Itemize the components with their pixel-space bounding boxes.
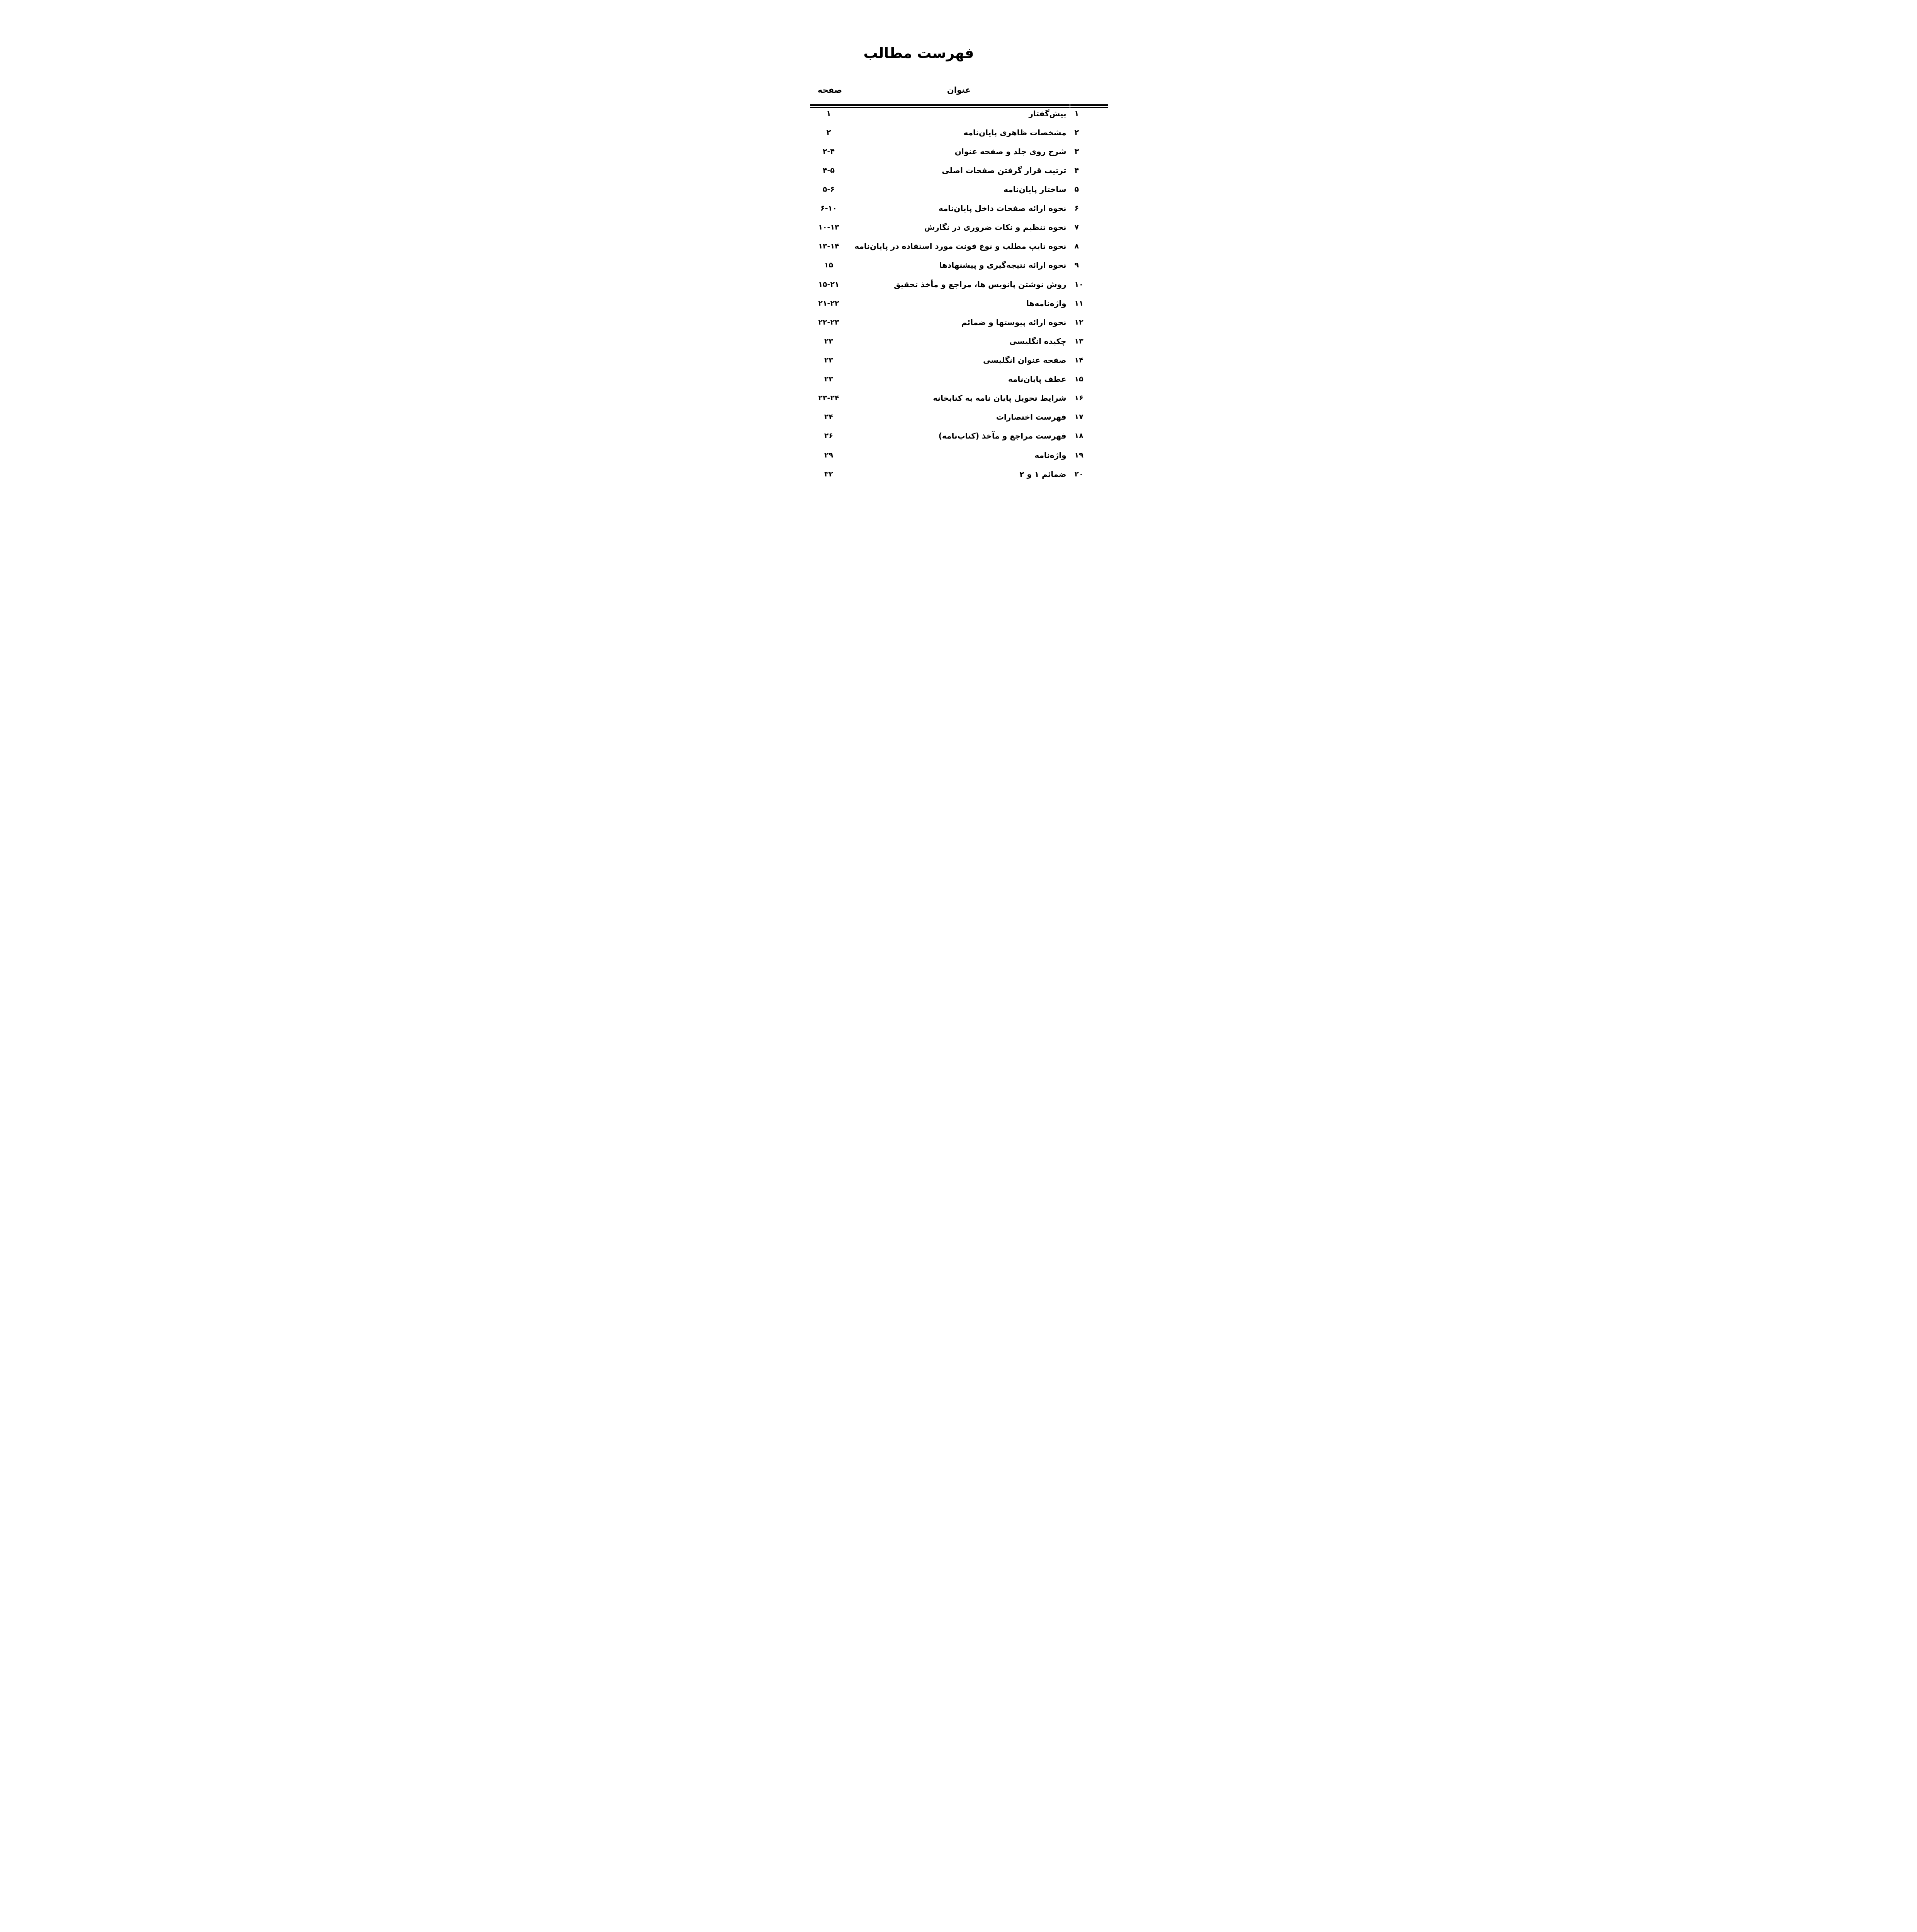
entry-number: ۱۰ <box>1074 280 1084 289</box>
toc-row: ۸ نحوه تایپ مطلب و نوع فونت مورد استفاده… <box>767 237 1150 256</box>
entry-pages: ۲۴ <box>824 413 833 422</box>
toc-row: ۷ نحوه تنظیم و نکات ضروری در نگارش ۱۰-۱۳ <box>767 218 1150 237</box>
entry-number: ۱۱ <box>1074 299 1084 308</box>
entry-number: ۶ <box>1074 204 1079 213</box>
entry-title: نحوه تایپ مطلب و نوع فونت مورد استفاده د… <box>854 242 1067 251</box>
entry-number: ۱۷ <box>1074 413 1084 422</box>
entry-pages: ۲۳-۲۴ <box>818 394 839 403</box>
toc-row: ۱۰ روش نوشتن پانویس ها، مراجع و مأخذ تحق… <box>767 275 1150 294</box>
entry-title: صفحه عنوان انگلیسی <box>983 355 1067 365</box>
entry-title: فهرست مراجع و مآخذ (کتاب‌نامه) <box>938 431 1067 441</box>
entry-number: ۱ <box>1074 109 1079 118</box>
entry-title: پیش‌گفتار <box>1029 109 1067 118</box>
entry-pages: ۱۰-۱۳ <box>818 223 839 232</box>
page-title: فهرست مطالب <box>863 45 974 61</box>
entry-title: ضمائم ۱ و ۲ <box>1019 469 1067 479</box>
entry-number: ۱۶ <box>1074 394 1084 403</box>
entry-title: نحوه ارائه پیوستها و ضمائم <box>961 317 1067 327</box>
entry-title: شرح روی جلد و صفحه عنوان <box>954 146 1067 156</box>
column-header-page: صفحه <box>817 85 842 95</box>
entry-number: ۸ <box>1074 242 1079 251</box>
entry-number: ۴ <box>1074 166 1079 175</box>
toc-row: ۱۹ واژه‌نامه ۲۹ <box>767 446 1150 464</box>
entry-number: ۵ <box>1074 185 1079 194</box>
entry-pages: ۲۲-۲۳ <box>818 318 839 327</box>
entry-number: ۲ <box>1074 128 1079 137</box>
toc-row: ۱۱ واژه‌نامه‌ها ۲۱-۲۲ <box>767 294 1150 313</box>
entry-number: ۱۹ <box>1074 451 1084 459</box>
entry-number: ۱۸ <box>1074 432 1084 440</box>
entry-number: ۷ <box>1074 223 1079 232</box>
entry-title: نحوه ارائه صفحات داخل پایان‌نامه <box>938 204 1067 213</box>
entry-title: روش نوشتن پانویس ها، مراجع و مأخذ تحقیق <box>893 279 1067 289</box>
entry-pages: ۲۹ <box>824 451 833 459</box>
toc-row: ۱۸ فهرست مراجع و مآخذ (کتاب‌نامه) ۲۶ <box>767 427 1150 446</box>
entry-pages: ۲ <box>826 128 831 137</box>
toc-row: ۱۶ شرایط تحویل پایان نامه به کتابخانه ۲۳… <box>767 389 1150 408</box>
entry-number: ۱۲ <box>1074 318 1084 327</box>
toc-row: ۱ پیش‌گفتار ۱ <box>767 104 1150 123</box>
entry-pages: ۲۳ <box>824 375 833 384</box>
entry-title: واژه‌نامه <box>1034 450 1067 460</box>
column-header-title: عنوان <box>947 85 971 95</box>
entry-title: نحوه تنظیم و نکات ضروری در نگارش <box>924 223 1067 232</box>
divider-thick-line <box>810 104 1108 106</box>
toc-row: ۹ نحوه ارائه نتیجه‌گیری و پیشنهادها ۱۵ <box>767 256 1150 275</box>
toc-row: ۱۵ عطف پایان‌نامه ۲۳ <box>767 370 1150 389</box>
entry-pages: ۱ <box>826 109 831 118</box>
entry-title: فهرست اختصارات <box>996 412 1067 422</box>
toc-page: فهرست مطالب صفحه عنوان ۱ پیش‌گفتار ۱ ۲ م… <box>767 0 1150 542</box>
toc-row: ۳ شرح روی جلد و صفحه عنوان ۲-۴ <box>767 142 1150 161</box>
entry-pages: ۱۵ <box>824 261 833 270</box>
entry-pages: ۶-۱۰ <box>820 204 837 213</box>
toc-row: ۱۳ چکیده انگلیسی ۲۳ <box>767 332 1150 350</box>
toc-row: ۲۰ ضمائم ۱ و ۲ ۳۲ <box>767 464 1150 483</box>
entry-pages: ۲۱-۲۲ <box>818 299 839 308</box>
toc-rows: ۱ پیش‌گفتار ۱ ۲ مشخصات ظاهری پایان‌نامه … <box>767 104 1150 483</box>
toc-row: ۵ ساختار پایان‌نامه ۵-۶ <box>767 180 1150 199</box>
entry-pages: ۲-۴ <box>822 147 835 156</box>
entry-title: مشخصات ظاهری پایان‌نامه <box>963 128 1067 137</box>
entry-number: ۱۴ <box>1074 355 1084 364</box>
toc-row: ۱۴ صفحه عنوان انگلیسی ۲۳ <box>767 350 1150 369</box>
entry-pages: ۲۳ <box>824 337 833 345</box>
entry-title: شرایط تحویل پایان نامه به کتابخانه <box>933 393 1067 403</box>
entry-title: واژه‌نامه‌ها <box>1026 298 1067 308</box>
divider-thin-line <box>810 107 1108 108</box>
header-divider-rule <box>810 104 1108 108</box>
entry-pages: ۳۲ <box>824 469 833 478</box>
entry-title: ساختار پایان‌نامه <box>1004 184 1067 194</box>
toc-row: ۱۲ نحوه ارائه پیوستها و ضمائم ۲۲-۲۳ <box>767 313 1150 332</box>
entry-title: عطف پایان‌نامه <box>1008 374 1067 384</box>
entry-title: نحوه ارائه نتیجه‌گیری و پیشنهادها <box>939 260 1067 270</box>
entry-pages: ۲۶ <box>824 432 833 440</box>
entry-pages: ۱۵-۲۱ <box>818 280 839 289</box>
entry-title: چکیده انگلیسی <box>1009 336 1067 346</box>
entry-pages: ۵-۶ <box>822 185 835 194</box>
toc-row: ۶ نحوه ارائه صفحات داخل پایان‌نامه ۶-۱۰ <box>767 199 1150 218</box>
entry-number: ۱۵ <box>1074 375 1084 384</box>
entry-number: ۱۳ <box>1074 337 1084 345</box>
entry-pages: ۴-۵ <box>822 166 835 175</box>
entry-title: ترتیب قرار گرفتن صفحات اصلی <box>942 165 1067 175</box>
entry-pages: ۲۳ <box>824 355 833 364</box>
toc-row: ۱۷ فهرست اختصارات ۲۴ <box>767 408 1150 427</box>
entry-pages: ۱۳-۱۴ <box>818 242 839 251</box>
entry-number: ۳ <box>1074 147 1079 156</box>
toc-row: ۲ مشخصات ظاهری پایان‌نامه ۲ <box>767 123 1150 142</box>
toc-row: ۴ ترتیب قرار گرفتن صفحات اصلی ۴-۵ <box>767 161 1150 180</box>
entry-number: ۲۰ <box>1074 469 1084 478</box>
entry-number: ۹ <box>1074 261 1079 270</box>
